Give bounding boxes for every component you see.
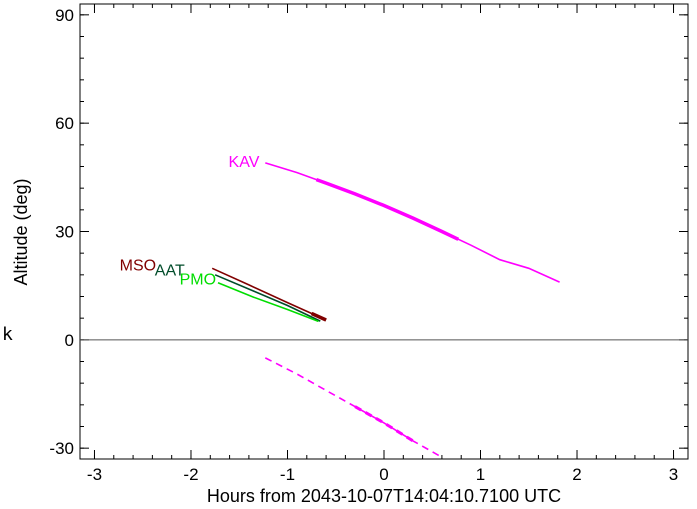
y-tick-label: 30: [55, 223, 74, 242]
y-tick-label: 90: [55, 6, 74, 25]
series-line-kav-thick: [315, 177, 460, 241]
x-tick-label: -3: [87, 465, 102, 484]
chart-series: [211, 162, 560, 458]
x-tick-label: 1: [476, 465, 485, 484]
x-tick-label: -2: [183, 465, 198, 484]
stray-label-k: k: [2, 324, 13, 345]
series-line-kav: [265, 162, 560, 283]
x-tick-label: 0: [379, 465, 388, 484]
x-tick-label: -1: [280, 465, 295, 484]
y-tick-label: 0: [65, 331, 74, 350]
series-line-aat: [214, 274, 321, 322]
x-tick-label: 2: [572, 465, 581, 484]
series-line-mso: [211, 267, 327, 321]
y-axis-title: Altitude (deg): [11, 178, 31, 285]
series-label-mso: MSO: [120, 258, 156, 275]
series-label-kav: KAV: [229, 154, 260, 171]
axis-ticks: -3 -2 -1 0 1 2 3 -30 0 30 60 90: [49, 4, 688, 484]
series-line-mso-thick: [310, 311, 327, 322]
y-tick-label: 60: [55, 114, 74, 133]
plot-frame: [79, 3, 689, 460]
series-line-pmo: [217, 282, 319, 323]
series-label-aat: AAT: [155, 262, 185, 279]
series-line-kav-dashed: [264, 357, 443, 458]
series-label-pmo: PMO: [180, 271, 216, 288]
y-tick-label: -30: [49, 439, 74, 458]
x-tick-label: 3: [669, 465, 678, 484]
x-axis-title: Hours from 2043-10-07T14:04:10.7100 UTC: [207, 486, 561, 506]
